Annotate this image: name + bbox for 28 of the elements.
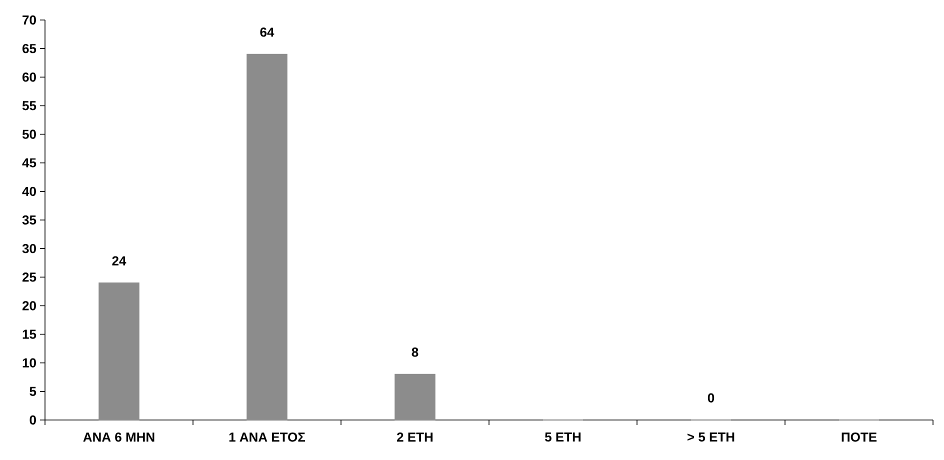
- x-tick-label: ΑΝΑ 6 ΜΗΝ: [83, 432, 154, 442]
- y-tick-label: 65: [22, 44, 36, 54]
- x-tick-label: 2 ΕΤΗ: [397, 432, 433, 442]
- y-tick-label: 30: [22, 244, 36, 254]
- y-tick-label: 50: [22, 130, 36, 139]
- x-tick-label: ΠΟΤΕ: [842, 432, 877, 442]
- y-tick-label: 60: [22, 72, 36, 82]
- data-label: 0: [708, 393, 714, 402]
- y-tick-label: 35: [22, 215, 36, 225]
- y-tick-label: 40: [22, 186, 36, 196]
- y-tick-label: 0: [30, 415, 36, 425]
- bar: [394, 374, 436, 420]
- y-tick-label: 45: [22, 158, 36, 168]
- x-tick-label: 1 ΑΝΑ ΕΤΟΣ: [229, 432, 306, 442]
- x-tick-label: > 5 ΕΤΗ: [688, 432, 734, 442]
- bar: [98, 282, 140, 420]
- y-tick-label: 70: [22, 15, 36, 25]
- y-tick-label: 20: [22, 301, 36, 310]
- y-tick-label: 5: [30, 386, 36, 396]
- bar: [246, 54, 288, 420]
- y-tick-label: 15: [22, 330, 36, 339]
- y-tick-label: 10: [22, 358, 36, 368]
- y-tick-label: 25: [22, 272, 36, 282]
- y-tick-label: 55: [22, 101, 36, 110]
- x-tick-label: 5 ΕΤΗ: [544, 432, 581, 442]
- data-label: 24: [112, 256, 126, 266]
- data-label: 8: [412, 348, 418, 357]
- data-label: 64: [260, 28, 274, 37]
